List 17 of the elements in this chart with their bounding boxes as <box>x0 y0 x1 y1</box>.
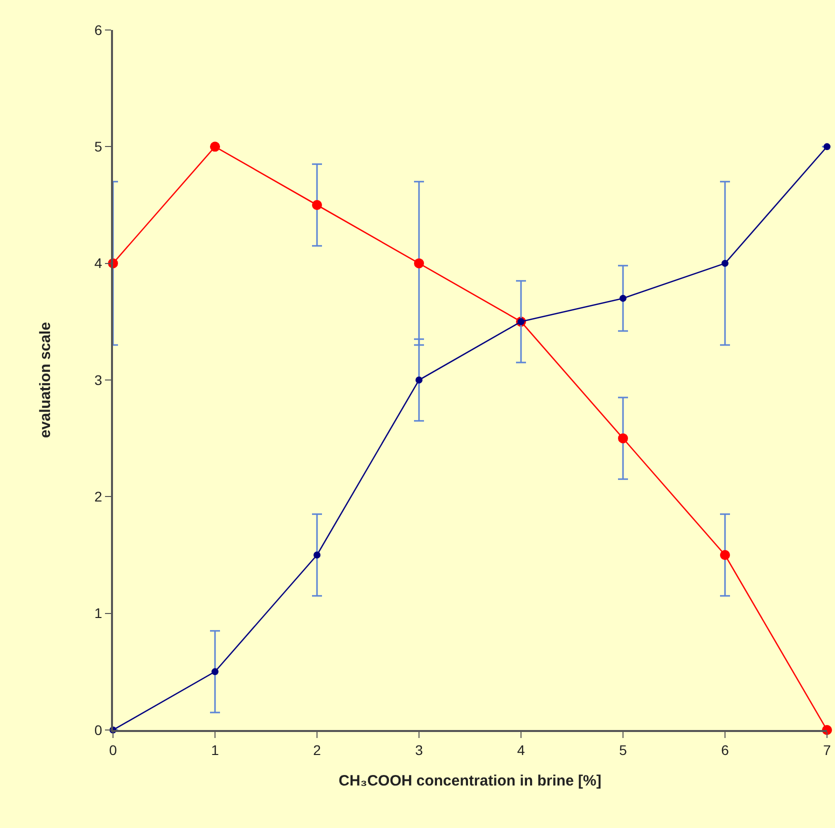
x-tick-label: 7 <box>823 742 832 758</box>
x-tick-label: 3 <box>415 742 424 758</box>
y-tick-label: 1 <box>94 605 102 622</box>
x-tick-label: 2 <box>313 742 322 758</box>
x-tick-label: 5 <box>619 742 628 758</box>
y-tick-label: 2 <box>94 488 102 505</box>
x-tick-label: 4 <box>517 742 526 758</box>
y-tick-label: 6 <box>94 22 102 38</box>
y-tick-label: 4 <box>94 255 102 272</box>
x-tick-label: 6 <box>721 742 730 758</box>
x-axis-title: CH₃COOH concentration in brine [%] <box>338 772 602 790</box>
y-tick-label: 3 <box>94 372 102 388</box>
x-tick-label: 0 <box>109 742 118 758</box>
y-axis-title: evaluation scale <box>37 322 54 438</box>
y-tick-label: 0 <box>94 722 102 738</box>
x-tick-label: 1 <box>211 742 220 758</box>
y-tick-label: 5 <box>94 138 102 155</box>
